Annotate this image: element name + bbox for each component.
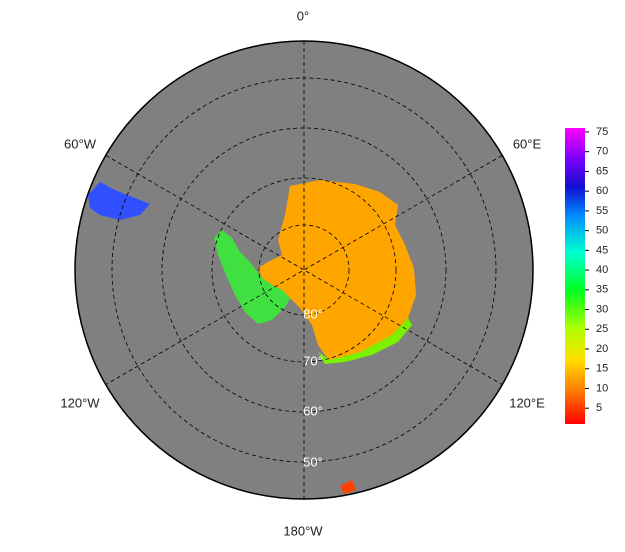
lon-label: 180°W — [283, 523, 323, 538]
lat-label: 60° — [303, 403, 323, 418]
colorbar-tick-label: 70 — [596, 146, 608, 158]
antarctica-coast — [318, 318, 412, 364]
colorbar-tick-label: 25 — [596, 323, 608, 335]
colorbar-tick-label: 30 — [596, 303, 608, 315]
lat-label: 80° — [303, 306, 323, 321]
south-america — [88, 182, 150, 220]
colorbar-tick-label: 5 — [596, 402, 602, 414]
graticule — [105, 41, 503, 499]
land — [88, 41, 503, 499]
lon-label: 120°E — [509, 395, 545, 410]
colorbar-tick-label: 15 — [596, 363, 608, 375]
lon-label: 60°W — [64, 136, 97, 151]
colorbar — [565, 128, 585, 424]
lat-label: 50° — [303, 454, 323, 469]
colorbar-tick-label: 75 — [596, 126, 608, 138]
colorbar-tick-label: 45 — [596, 244, 608, 256]
colorbar-tick-label: 20 — [596, 343, 608, 355]
colorbar-tick-label: 50 — [596, 225, 608, 237]
lat-label: 70° — [303, 353, 323, 368]
colorbar-tick-label: 55 — [596, 205, 608, 217]
colorbar-ticks: 5 10 15 20 25 30 35 40 45 50 55 60 65 70 75 — [585, 126, 608, 414]
lon-label: 60°E — [513, 136, 542, 151]
map-disk — [74, 40, 534, 500]
colorbar-tick-label: 60 — [596, 185, 608, 197]
colorbar-tick-label: 65 — [596, 165, 608, 177]
colorbar-tick-label: 40 — [596, 264, 608, 276]
island — [340, 480, 356, 494]
colorbar-tick-label: 10 — [596, 382, 608, 394]
lon-label: 0° — [297, 8, 309, 23]
colorbar-tick-label: 35 — [596, 284, 608, 296]
lon-label: 120°W — [60, 395, 100, 410]
